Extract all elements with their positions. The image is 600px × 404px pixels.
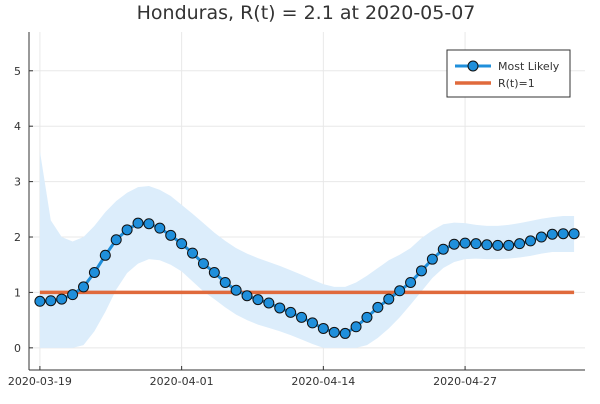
legend-box xyxy=(446,49,571,98)
data-point xyxy=(350,321,362,333)
data-point xyxy=(503,239,515,251)
chart-title: Honduras, R(t) = 2.1 at 2020-05-07 xyxy=(137,2,476,24)
x-tick-label: 2020-04-01 xyxy=(150,375,214,388)
legend-most-likely-label: Most Likely xyxy=(498,60,560,73)
data-point xyxy=(437,243,449,255)
y-tick-label: 5 xyxy=(14,65,21,78)
data-point xyxy=(263,297,275,309)
data-point xyxy=(470,238,482,250)
data-point xyxy=(557,228,569,240)
data-point xyxy=(285,306,297,318)
data-point xyxy=(67,289,79,301)
data-point xyxy=(176,238,188,250)
data-point xyxy=(514,238,526,250)
data-point xyxy=(143,218,155,230)
data-point xyxy=(296,311,308,323)
legend-most-likely-marker xyxy=(467,60,479,72)
series-layer xyxy=(34,217,580,339)
data-point xyxy=(165,229,177,241)
confidence-band-area xyxy=(39,151,575,348)
data-point xyxy=(45,295,57,307)
data-point xyxy=(306,317,318,329)
y-tick-label: 3 xyxy=(14,176,21,189)
data-point xyxy=(448,238,460,250)
data-point xyxy=(481,239,493,251)
data-point xyxy=(99,249,111,261)
x-tick-label: 2020-03-19 xyxy=(8,375,72,388)
axes: 0 1 2 3 4 5 2020-03-19 2020-04-01 2020-04-14 2020… xyxy=(8,32,585,388)
data-point xyxy=(426,253,438,265)
data-point xyxy=(317,322,329,334)
data-point xyxy=(524,235,536,247)
data-point xyxy=(415,265,427,277)
data-point xyxy=(546,228,558,240)
data-point xyxy=(208,266,220,278)
data-point xyxy=(34,295,46,307)
data-point xyxy=(394,285,406,297)
data-point xyxy=(274,302,286,314)
data-point xyxy=(252,294,264,306)
data-point xyxy=(535,231,547,243)
data-point xyxy=(241,290,253,302)
legend: Most Likely R(t)=1 xyxy=(446,49,571,98)
data-point xyxy=(230,284,242,296)
data-point xyxy=(372,301,384,313)
data-point xyxy=(219,276,231,288)
x-tick-label: 2020-04-14 xyxy=(291,375,355,388)
data-point xyxy=(110,234,122,246)
data-point xyxy=(361,311,373,323)
data-point xyxy=(78,281,90,293)
y-tick-label: 1 xyxy=(14,286,21,299)
data-point xyxy=(197,258,209,270)
data-point xyxy=(154,222,166,234)
data-point xyxy=(339,327,351,339)
y-tick-label: 2 xyxy=(14,231,21,244)
y-tick-label: 0 xyxy=(14,342,21,355)
data-point xyxy=(187,247,199,259)
y-tick-label: 4 xyxy=(14,120,21,133)
data-point xyxy=(459,237,471,249)
data-point xyxy=(383,293,395,305)
data-point xyxy=(56,293,68,305)
data-point xyxy=(405,276,417,288)
data-point xyxy=(328,326,340,338)
legend-rt1-label: R(t)=1 xyxy=(498,77,535,90)
data-point xyxy=(88,266,100,278)
data-point xyxy=(492,239,504,251)
data-point xyxy=(132,217,144,229)
data-point xyxy=(121,224,133,236)
x-tick-label: 2020-04-27 xyxy=(433,375,497,388)
data-point xyxy=(568,228,580,240)
confidence-band xyxy=(39,151,575,348)
